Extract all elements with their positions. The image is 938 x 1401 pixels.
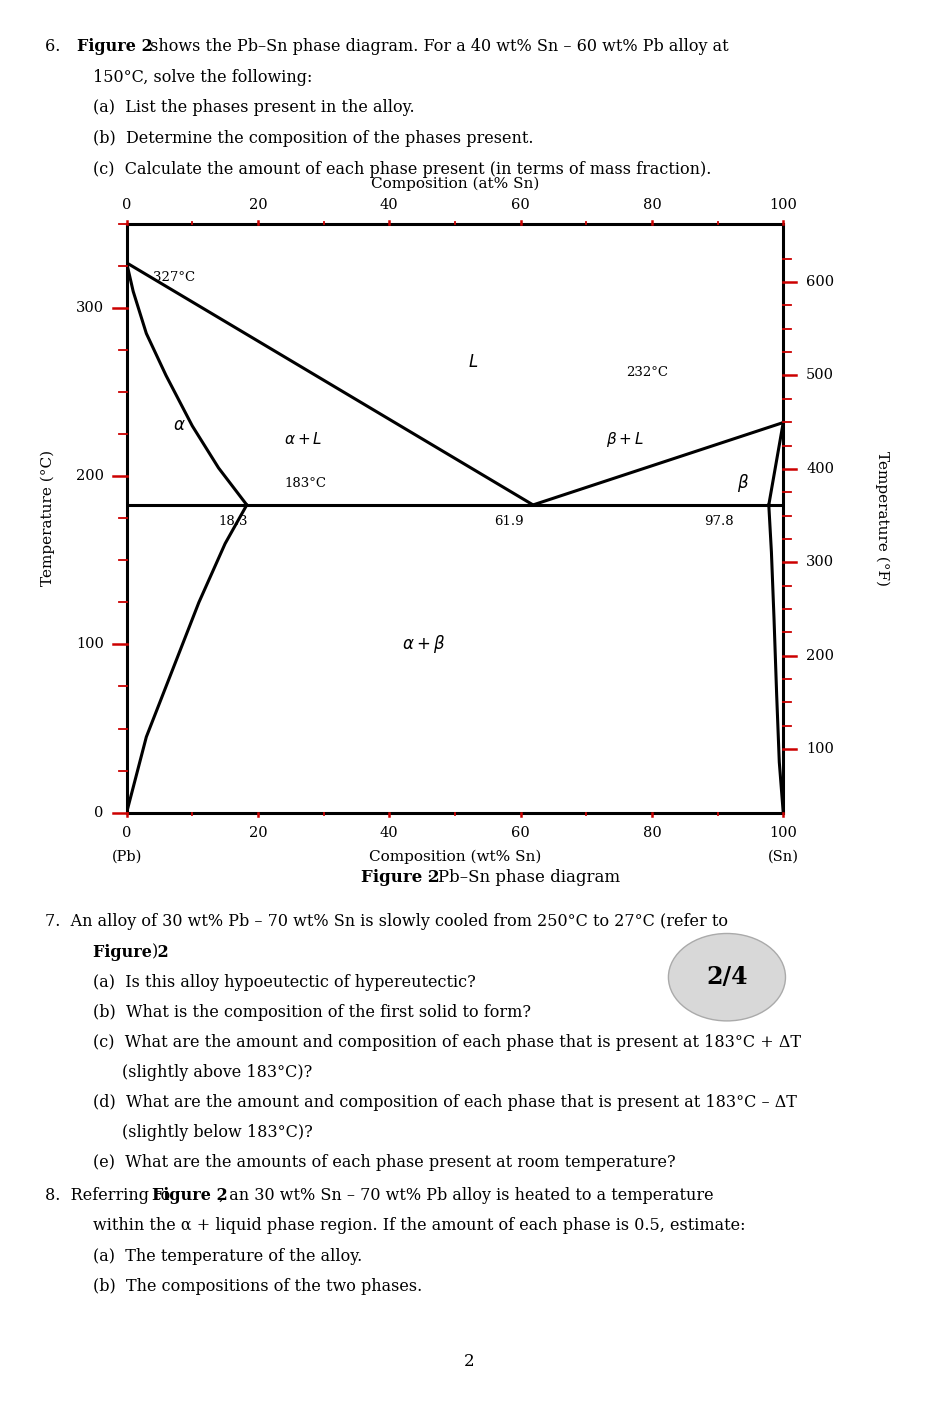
Text: shows the Pb–Sn phase diagram. For a 40 wt% Sn – 60 wt% Pb alloy at: shows the Pb–Sn phase diagram. For a 40 … xyxy=(145,38,729,55)
Text: $\beta$: $\beta$ xyxy=(737,472,749,495)
Text: 2/4: 2/4 xyxy=(706,965,748,989)
Text: ).: ). xyxy=(152,944,163,961)
Text: 0: 0 xyxy=(95,806,103,820)
Text: (c)  Calculate the amount of each phase present (in terms of mass fraction).: (c) Calculate the amount of each phase p… xyxy=(93,161,711,178)
Text: 20: 20 xyxy=(249,199,267,213)
Text: 0: 0 xyxy=(122,199,131,213)
Text: (e)  What are the amounts of each phase present at room temperature?: (e) What are the amounts of each phase p… xyxy=(93,1154,675,1171)
Text: 300: 300 xyxy=(806,555,834,569)
Text: (Pb): (Pb) xyxy=(112,849,142,863)
Text: (a)  The temperature of the alloy.: (a) The temperature of the alloy. xyxy=(93,1248,362,1265)
Text: Figure 2: Figure 2 xyxy=(77,38,153,55)
Text: $L$: $L$ xyxy=(468,353,478,370)
Text: (Sn): (Sn) xyxy=(767,849,799,863)
Text: 7.  An alloy of 30 wt% Pb – 70 wt% Sn is slowly cooled from 250°C to 27°C (refer: 7. An alloy of 30 wt% Pb – 70 wt% Sn is … xyxy=(45,913,728,930)
Text: Composition (wt% Sn): Composition (wt% Sn) xyxy=(369,849,541,864)
Text: 600: 600 xyxy=(806,275,834,289)
Text: 97.8: 97.8 xyxy=(704,516,734,528)
Text: (a)  List the phases present in the alloy.: (a) List the phases present in the alloy… xyxy=(93,99,415,116)
Text: 80: 80 xyxy=(643,199,661,213)
Text: 60: 60 xyxy=(511,199,530,213)
Text: : Pb–Sn phase diagram: : Pb–Sn phase diagram xyxy=(427,869,620,885)
Text: 327°C: 327°C xyxy=(153,272,195,284)
Text: (slightly below 183°C)?: (slightly below 183°C)? xyxy=(122,1125,312,1142)
Text: 500: 500 xyxy=(806,368,834,382)
Text: (d)  What are the amount and composition of each phase that is present at 183°C : (d) What are the amount and composition … xyxy=(93,1094,796,1111)
Text: (c)  What are the amount and composition of each phase that is present at 183°C : (c) What are the amount and composition … xyxy=(93,1034,801,1051)
Text: 100: 100 xyxy=(76,637,103,651)
Circle shape xyxy=(669,933,785,1021)
Text: (b)  What is the composition of the first solid to form?: (b) What is the composition of the first… xyxy=(93,1005,531,1021)
Text: Figure 2: Figure 2 xyxy=(152,1188,228,1205)
Text: , an 30 wt% Sn – 70 wt% Pb alloy is heated to a temperature: , an 30 wt% Sn – 70 wt% Pb alloy is heat… xyxy=(219,1188,713,1205)
Text: Temperature (°F): Temperature (°F) xyxy=(874,451,889,586)
Text: 61.9: 61.9 xyxy=(494,516,524,528)
Text: 40: 40 xyxy=(380,827,399,841)
Text: 400: 400 xyxy=(806,462,834,476)
Text: $\alpha + L$: $\alpha + L$ xyxy=(284,432,323,447)
Text: within the α + liquid phase region. If the amount of each phase is 0.5, estimate: within the α + liquid phase region. If t… xyxy=(93,1217,746,1234)
Text: 232°C: 232°C xyxy=(626,366,668,378)
Text: Figure 2: Figure 2 xyxy=(361,869,440,885)
Text: 20: 20 xyxy=(249,827,267,841)
Text: 6.: 6. xyxy=(45,38,70,55)
Text: 100: 100 xyxy=(769,827,797,841)
Text: (b)  Determine the composition of the phases present.: (b) Determine the composition of the pha… xyxy=(93,130,534,147)
Text: 8.  Referring to: 8. Referring to xyxy=(45,1188,175,1205)
Text: 150°C, solve the following:: 150°C, solve the following: xyxy=(93,69,312,85)
Text: (a)  Is this alloy hypoeutectic of hypereutectic?: (a) Is this alloy hypoeutectic of hypere… xyxy=(93,974,476,991)
Text: 183°C: 183°C xyxy=(284,476,326,489)
Text: 200: 200 xyxy=(806,649,834,663)
Text: 60: 60 xyxy=(511,827,530,841)
Text: $\alpha$: $\alpha$ xyxy=(173,417,186,434)
Text: Figure 2: Figure 2 xyxy=(93,944,169,961)
Text: 300: 300 xyxy=(76,301,103,315)
Text: 100: 100 xyxy=(806,743,834,757)
Text: (b)  The compositions of the two phases.: (b) The compositions of the two phases. xyxy=(93,1278,422,1295)
Text: 100: 100 xyxy=(769,199,797,213)
Text: 200: 200 xyxy=(76,469,103,483)
Text: 80: 80 xyxy=(643,827,661,841)
Text: 40: 40 xyxy=(380,199,399,213)
Text: 0: 0 xyxy=(122,827,131,841)
Text: $\beta + L$: $\beta + L$ xyxy=(606,430,644,448)
Text: 2: 2 xyxy=(463,1353,475,1370)
Text: 18.3: 18.3 xyxy=(219,516,248,528)
Text: Temperature (°C): Temperature (°C) xyxy=(40,450,55,587)
Text: Composition (at% Sn): Composition (at% Sn) xyxy=(371,177,539,191)
Text: $\alpha + \beta$: $\alpha + \beta$ xyxy=(402,633,446,656)
Text: (slightly above 183°C)?: (slightly above 183°C)? xyxy=(122,1065,312,1082)
